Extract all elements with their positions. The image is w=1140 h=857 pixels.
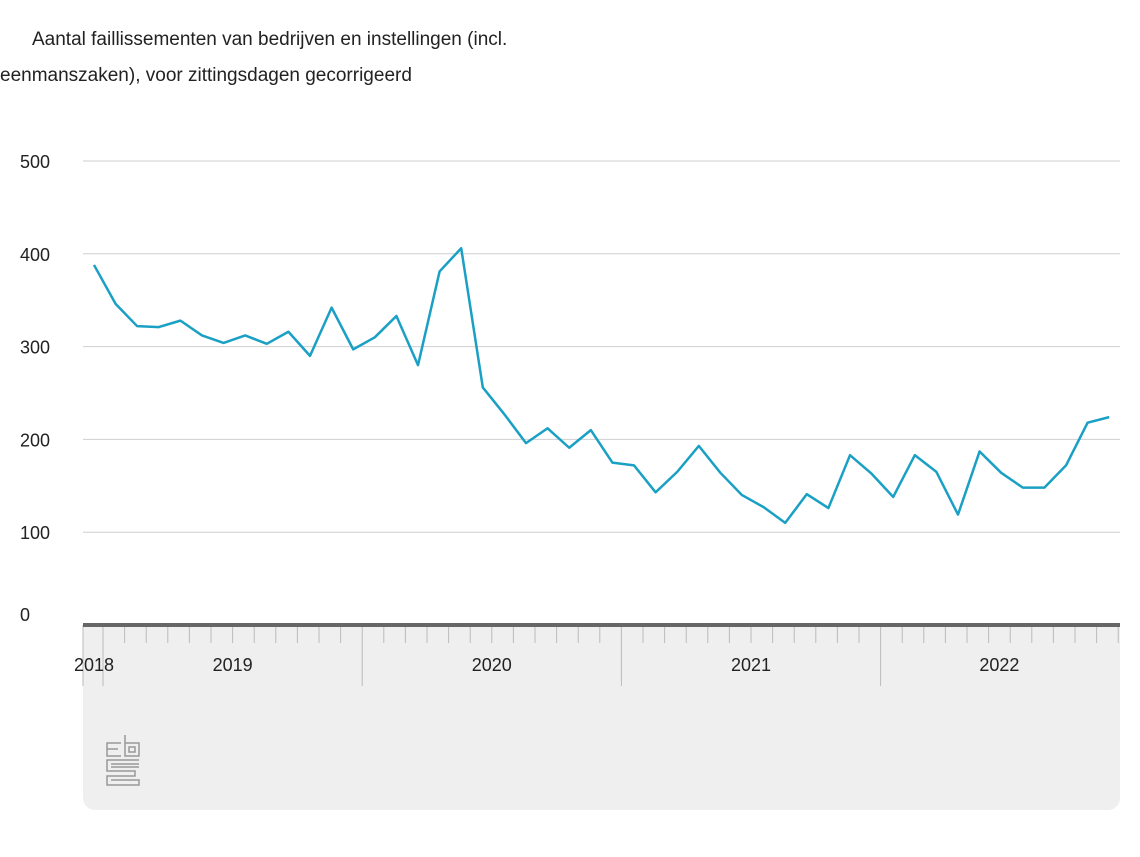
chart-title: Aantal faillissementen van bedrijven en …: [0, 22, 700, 94]
cbs-logo: [106, 735, 140, 786]
axis-band: [83, 625, 1120, 810]
y-tick-label: 200: [20, 430, 50, 450]
y-tick-label: 100: [20, 523, 50, 543]
x-tick-label: 2019: [213, 655, 253, 675]
y-tick-label: 300: [20, 338, 50, 358]
series-line: [92, 246, 1110, 525]
x-tick-label: 2021: [731, 655, 771, 675]
x-tick-label: 2022: [979, 655, 1019, 675]
x-tick-label: 2018: [74, 655, 114, 675]
chart-title-line2: eenmanszaken), voor zittingsdagen gecorr…: [0, 65, 412, 86]
chart-title-line1: Aantal faillissementen van bedrijven en …: [32, 29, 508, 50]
x-tick-label: 2020: [472, 655, 512, 675]
y-tick-label: 0: [20, 605, 30, 625]
y-tick-label: 400: [20, 245, 50, 265]
y-tick-label: 500: [20, 152, 50, 172]
